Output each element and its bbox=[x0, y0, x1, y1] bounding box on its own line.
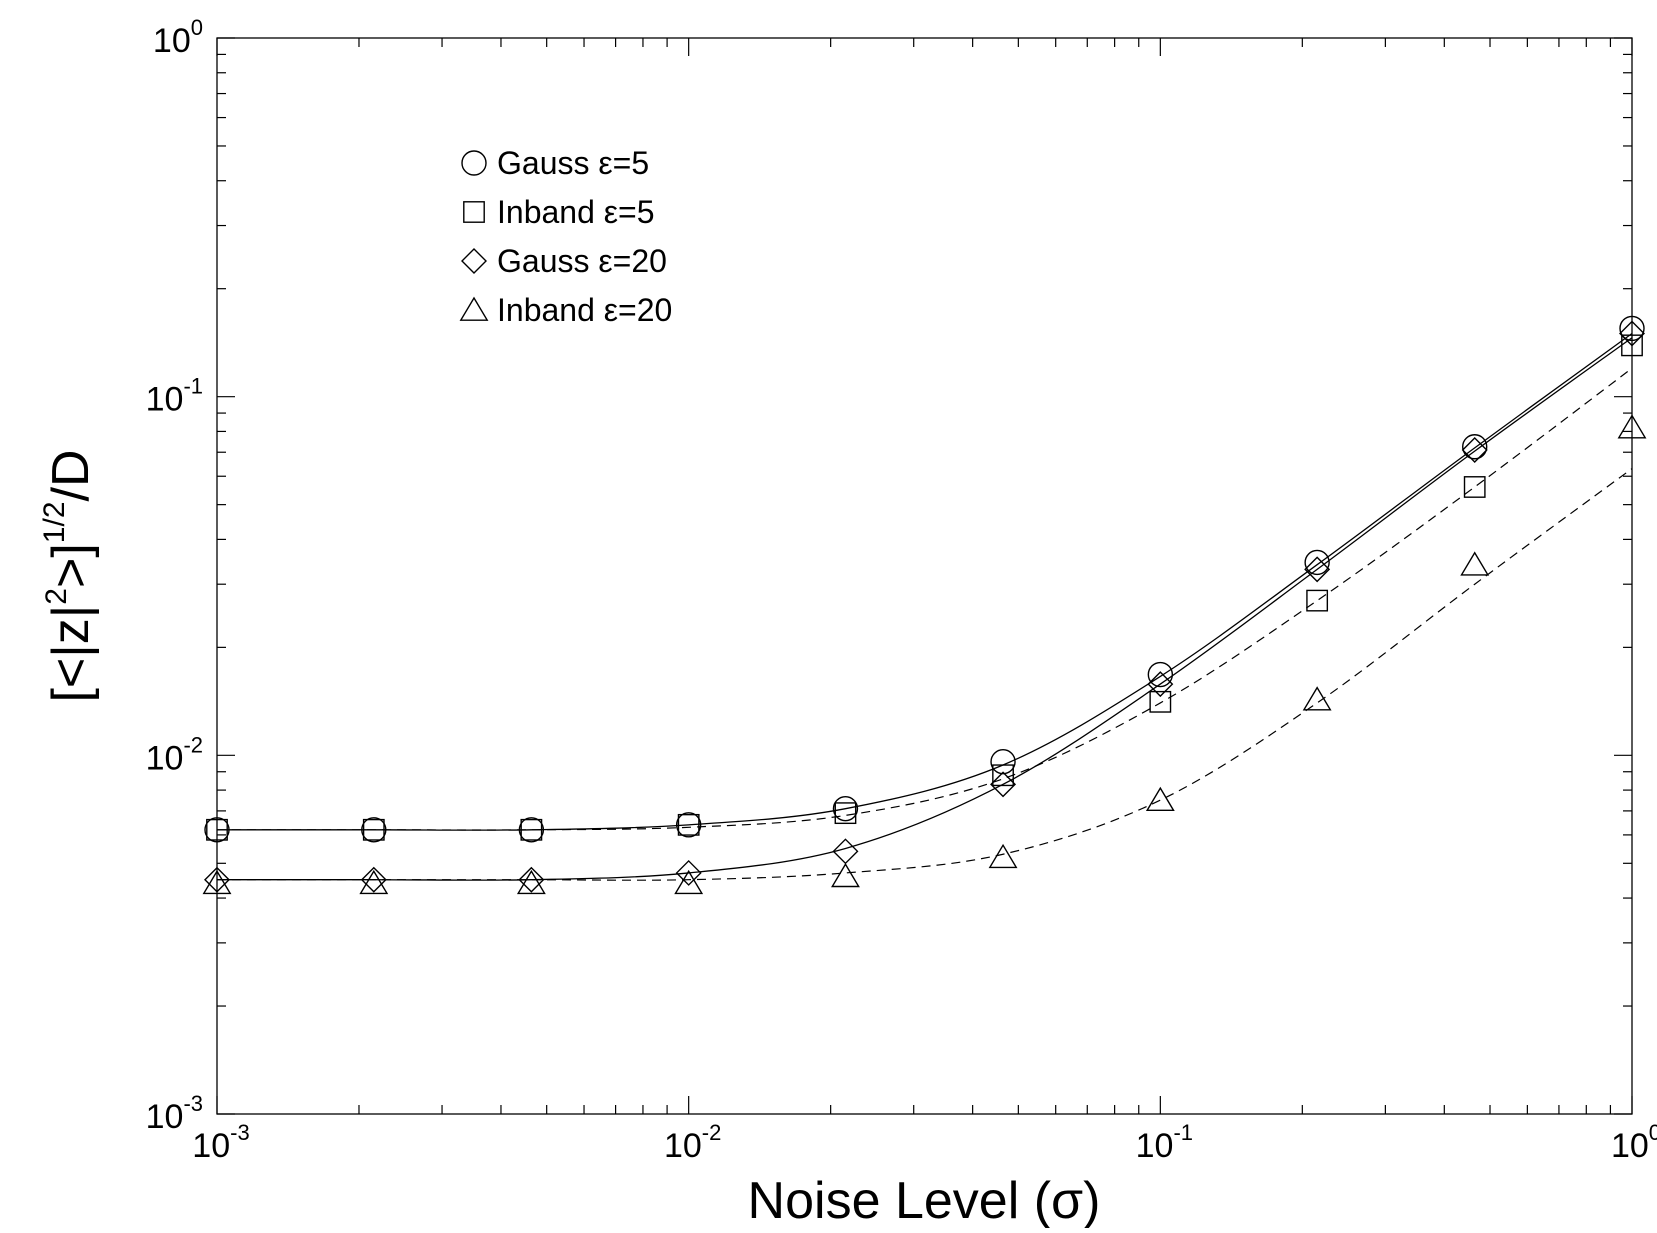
legend-triangle-symbol bbox=[459, 296, 489, 321]
fit-curve-2 bbox=[216, 367, 1633, 831]
diamond-marker bbox=[518, 866, 545, 893]
circle-marker bbox=[361, 817, 387, 843]
x-tick-label: 10-3 bbox=[192, 1120, 249, 1165]
x-tick-label: 10-1 bbox=[1136, 1120, 1193, 1165]
legend-label: Gauss ε=20 bbox=[497, 243, 667, 279]
y-tick-label-exp: -2 bbox=[183, 732, 203, 757]
y-tick-label-base: 10 bbox=[146, 381, 184, 419]
x-tick-label: 100 bbox=[1611, 1120, 1657, 1165]
legend-circle-symbol bbox=[461, 150, 487, 176]
square-marker bbox=[834, 802, 857, 825]
y-axis-title: [<|z|2>]1/2/D bbox=[38, 449, 100, 702]
plot-frame bbox=[216, 37, 1633, 1115]
triangle-marker bbox=[1617, 414, 1647, 439]
y-tick-label: 100 bbox=[153, 15, 203, 60]
square-marker bbox=[520, 818, 543, 841]
triangle-marker bbox=[831, 862, 860, 888]
x-tick-label-exp: -3 bbox=[230, 1120, 250, 1145]
y-tick-label-base: 10 bbox=[146, 739, 184, 777]
square-marker bbox=[1149, 690, 1172, 713]
circle-marker bbox=[518, 817, 545, 843]
triangle-marker bbox=[359, 869, 389, 895]
data-markers bbox=[202, 315, 1647, 895]
x-tick-label-base: 10 bbox=[1611, 1127, 1649, 1165]
circle-marker bbox=[1462, 434, 1488, 460]
triangle-marker bbox=[1460, 551, 1490, 576]
fit-curve-3 bbox=[217, 337, 1633, 881]
y-tick-label-exp: -1 bbox=[183, 374, 203, 399]
x-tick-label-base: 10 bbox=[1136, 1127, 1174, 1165]
fit-curves bbox=[216, 332, 1633, 881]
y-tick-label-base: 10 bbox=[146, 1098, 184, 1136]
x-tick-label-exp: 0 bbox=[1649, 1120, 1657, 1145]
y-tick-label-base: 10 bbox=[153, 22, 191, 60]
diamond-marker bbox=[1304, 556, 1331, 583]
triangle-marker bbox=[988, 843, 1018, 869]
circle-marker bbox=[675, 812, 702, 838]
diamond-marker bbox=[990, 771, 1017, 798]
triangle-marker bbox=[674, 869, 704, 895]
legend-diamond-symbol bbox=[461, 248, 487, 274]
circle-marker bbox=[1304, 549, 1330, 576]
y-tick-label: 10-3 bbox=[146, 1091, 203, 1136]
y-tick-label-exp: -3 bbox=[183, 1091, 203, 1116]
y-axis-title-half-exp: 1/2 bbox=[38, 501, 71, 543]
legend-square-symbol bbox=[463, 201, 485, 223]
fit-curve-1 bbox=[216, 332, 1633, 831]
y-tick-label: 10-1 bbox=[146, 374, 203, 419]
y-tick-label-exp: 0 bbox=[191, 15, 203, 40]
x-tick-label-base: 10 bbox=[664, 1127, 702, 1165]
x-tick-label-base: 10 bbox=[192, 1127, 230, 1165]
circle-marker bbox=[204, 817, 230, 843]
y-axis-title-sq-exp: 2 bbox=[40, 588, 73, 605]
circle-marker bbox=[990, 748, 1016, 775]
diamond-marker bbox=[1619, 320, 1645, 347]
fit-curve-4 bbox=[217, 468, 1633, 881]
y-axis-title-close: >] bbox=[42, 543, 100, 588]
diamond-marker bbox=[204, 866, 230, 893]
y-axis-title-tail: /D bbox=[42, 449, 100, 501]
y-tick-label: 10-2 bbox=[146, 732, 203, 777]
legend-label: Gauss ε=5 bbox=[497, 145, 649, 181]
square-marker bbox=[362, 818, 385, 841]
legend: Gauss ε=5 Inband ε=5 Gauss ε=20 Inband ε=20 bbox=[459, 145, 672, 328]
x-tick-label-exp: -1 bbox=[1173, 1120, 1193, 1145]
axis-ticks bbox=[216, 37, 1633, 1115]
x-tick-label: 10-2 bbox=[664, 1120, 721, 1165]
square-marker bbox=[1306, 589, 1329, 612]
x-tick-label-exp: -2 bbox=[702, 1120, 722, 1145]
square-marker bbox=[1463, 476, 1486, 498]
square-marker bbox=[206, 818, 228, 841]
square-marker bbox=[1621, 334, 1643, 357]
diamond-marker bbox=[360, 866, 387, 893]
square-marker bbox=[992, 764, 1014, 787]
y-axis-title-open: [<|z| bbox=[42, 605, 100, 703]
diamond-marker bbox=[675, 859, 702, 886]
circle-marker bbox=[1619, 315, 1645, 342]
circle-marker bbox=[832, 795, 859, 822]
legend-label: Inband ε=20 bbox=[497, 292, 672, 328]
legend-label: Inband ε=5 bbox=[497, 194, 655, 230]
triangle-marker bbox=[202, 869, 232, 895]
square-marker bbox=[677, 813, 700, 836]
triangle-marker bbox=[516, 869, 546, 895]
triangle-marker bbox=[1302, 686, 1332, 711]
circle-marker bbox=[1147, 661, 1174, 688]
triangle-marker bbox=[1145, 786, 1175, 812]
diamond-marker bbox=[1147, 671, 1174, 698]
x-axis-title: Noise Level (σ) bbox=[748, 1172, 1101, 1228]
diamond-marker bbox=[1461, 437, 1488, 464]
